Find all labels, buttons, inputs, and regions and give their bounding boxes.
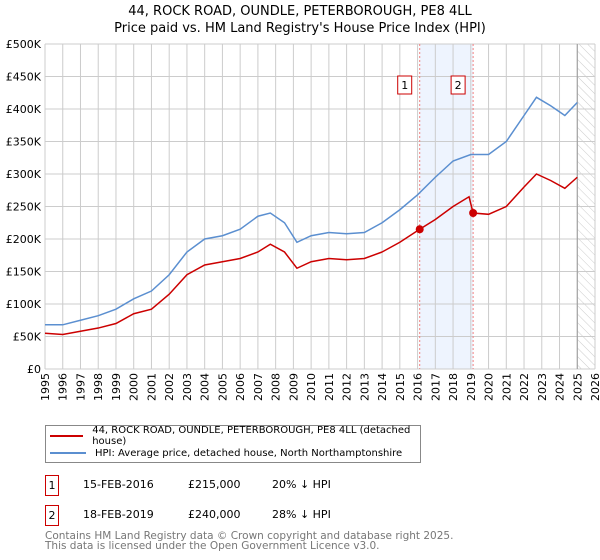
x-tick-label: 2020 [483,373,496,401]
y-tick-label: £150K [6,266,42,279]
x-tick-label: 1997 [74,373,87,401]
y-tick-label: £50K [13,331,42,344]
y-tick-label: £100K [6,298,42,311]
transaction-delta: 20% ↓ HPI [272,478,331,491]
x-tick-label: 2008 [270,373,283,401]
property-line [44,173,578,336]
y-tick-label: £0 [27,363,41,376]
x-tick-label: 2018 [447,373,460,401]
hpi-line [45,96,578,326]
sale-label: 1 [401,79,408,92]
chart-title: 44, ROCK ROAD, OUNDLE, PETERBOROUGH, PE8… [128,4,472,19]
legend-hpi-swatch [50,452,86,454]
transaction-price: £240,000 [188,508,241,521]
y-tick-label: £350K [6,136,42,149]
transaction-date: 18-FEB-2019 [83,508,154,521]
x-tick-label: 2016 [412,373,425,401]
transaction-row: 1 15-FEB-2016 £215,000 20% ↓ HPI [45,475,445,496]
legend-property-swatch [50,435,84,437]
x-tick-label: 1998 [92,373,105,401]
x-tick-label: 2001 [145,373,158,401]
x-tick-label: 2007 [252,373,265,401]
legend-hpi-label: HPI: Average price, detached house, Nort… [95,447,403,459]
transaction-price: £215,000 [188,478,241,491]
x-tick-label: 2003 [181,373,194,401]
footer: Contains HM Land Registry data © Crown c… [45,530,454,552]
y-tick-label: £300K [6,168,42,181]
x-tick-label: 2014 [376,373,389,401]
sale-label: 2 [455,79,462,92]
sale-label-box [397,75,413,95]
y-tick-label: £500K [6,38,42,51]
x-tick-label: 2017 [429,373,442,401]
sale-label-box [450,75,466,95]
x-tick-label: 2010 [305,373,318,401]
transaction-date: 15-FEB-2016 [83,478,154,491]
x-tick-label: 2021 [500,373,513,401]
x-tick-label: 2000 [128,373,141,401]
x-tick-label: 2023 [536,373,549,401]
x-tick-label: 2012 [341,373,354,401]
legend-property-label: 44, ROCK ROAD, OUNDLE, PETERBOROUGH, PE8… [92,425,411,447]
transaction-delta: 28% ↓ HPI [272,508,331,521]
x-tick-label: 2022 [518,373,531,401]
y-tick-label: £250K [6,201,42,214]
footer-line: Contains HM Land Registry data © Crown c… [45,530,454,542]
legend: 44, ROCK ROAD, OUNDLE, PETERBOROUGH, PE8… [45,425,421,463]
x-tick-label: 1996 [57,373,70,401]
sale-marker [469,209,478,217]
y-tick-label: £200K [6,233,42,246]
x-tick-label: 2015 [394,373,407,401]
y-tick-label: £450K [6,71,42,84]
x-tick-label: 2024 [554,373,567,401]
x-tick-label: 2004 [199,373,212,401]
y-tick-label: £400K [6,103,42,116]
x-tick-label: 2005 [216,373,229,401]
price-chart: 1995 1996 1997 1998 1999 2000 2001 2002 2003 2004… [6,38,600,401]
x-tick-label: 2011 [323,373,336,401]
x-tick-label: 2019 [465,373,478,401]
x-tick-label: 2006 [234,373,247,401]
x-tick-label: 1999 [110,373,123,401]
x-tick-label: 2002 [163,373,176,401]
x-tick-label: 2025 [571,373,584,401]
chart-subtitle: Price paid vs. HM Land Registry's House … [114,21,486,36]
transaction-marker: 2 [45,505,59,526]
x-tick-label: 1995 [39,373,52,401]
footer-line: This data is licensed under the Open Gov… [45,540,380,552]
x-tick-label: 2026 [589,373,600,401]
x-tick-label: 2009 [287,373,300,401]
sale-marker [415,225,424,234]
transaction-marker: 1 [45,475,59,496]
x-tick-label: 2013 [358,373,371,401]
transaction-row: 2 18-FEB-2019 £240,000 28% ↓ HPI [45,505,445,526]
